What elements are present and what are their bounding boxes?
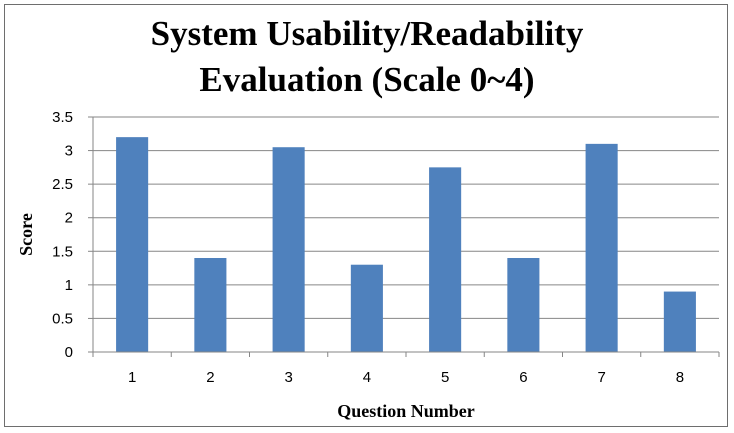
bar-question-8 bbox=[663, 291, 696, 352]
x-tick-label: 2 bbox=[206, 369, 214, 386]
chart-title-line-1: System Usability/Readability bbox=[150, 14, 584, 53]
chart-title-line-2: Evaluation (Scale 0~4) bbox=[199, 60, 535, 99]
bar-question-2 bbox=[194, 258, 227, 352]
x-tick-label: 7 bbox=[597, 369, 605, 386]
y-tick-label: 3 bbox=[65, 143, 73, 160]
gridlines bbox=[93, 116, 719, 319]
x-tick-label: 5 bbox=[441, 369, 449, 386]
chart-title: System Usability/Readability Evaluation … bbox=[5, 11, 729, 103]
y-tick-label: 0.5 bbox=[52, 310, 73, 327]
bar-question-7 bbox=[585, 143, 618, 352]
x-axis-title: Question Number bbox=[337, 401, 475, 421]
x-tick-label: 8 bbox=[676, 369, 684, 386]
y-tick-label: 3.5 bbox=[52, 109, 73, 126]
y-tick-label: 2 bbox=[65, 210, 73, 227]
bar-question-3 bbox=[272, 147, 305, 352]
y-tick-label: 0 bbox=[65, 344, 73, 361]
y-tick-label: 2.5 bbox=[52, 176, 73, 193]
x-tick-labels: 1 2 3 4 5 6 7 8 bbox=[128, 369, 684, 386]
bars bbox=[116, 137, 696, 352]
axes bbox=[88, 116, 720, 357]
y-tick-label: 1.5 bbox=[52, 243, 73, 260]
bar-question-6 bbox=[507, 258, 540, 352]
x-tick-label: 6 bbox=[519, 369, 527, 386]
x-tick-label: 1 bbox=[128, 369, 136, 386]
y-tick-labels: 0 0.5 1 1.5 2 2.5 3 3.5 bbox=[52, 109, 73, 361]
y-tick-label: 1 bbox=[65, 277, 73, 294]
bar-question-4 bbox=[350, 264, 383, 352]
y-axis-title: Score bbox=[16, 213, 36, 256]
bar-question-5 bbox=[429, 167, 462, 352]
bar-question-1 bbox=[116, 137, 149, 352]
x-tick-label: 3 bbox=[284, 369, 292, 386]
x-tick-label: 4 bbox=[363, 369, 371, 386]
